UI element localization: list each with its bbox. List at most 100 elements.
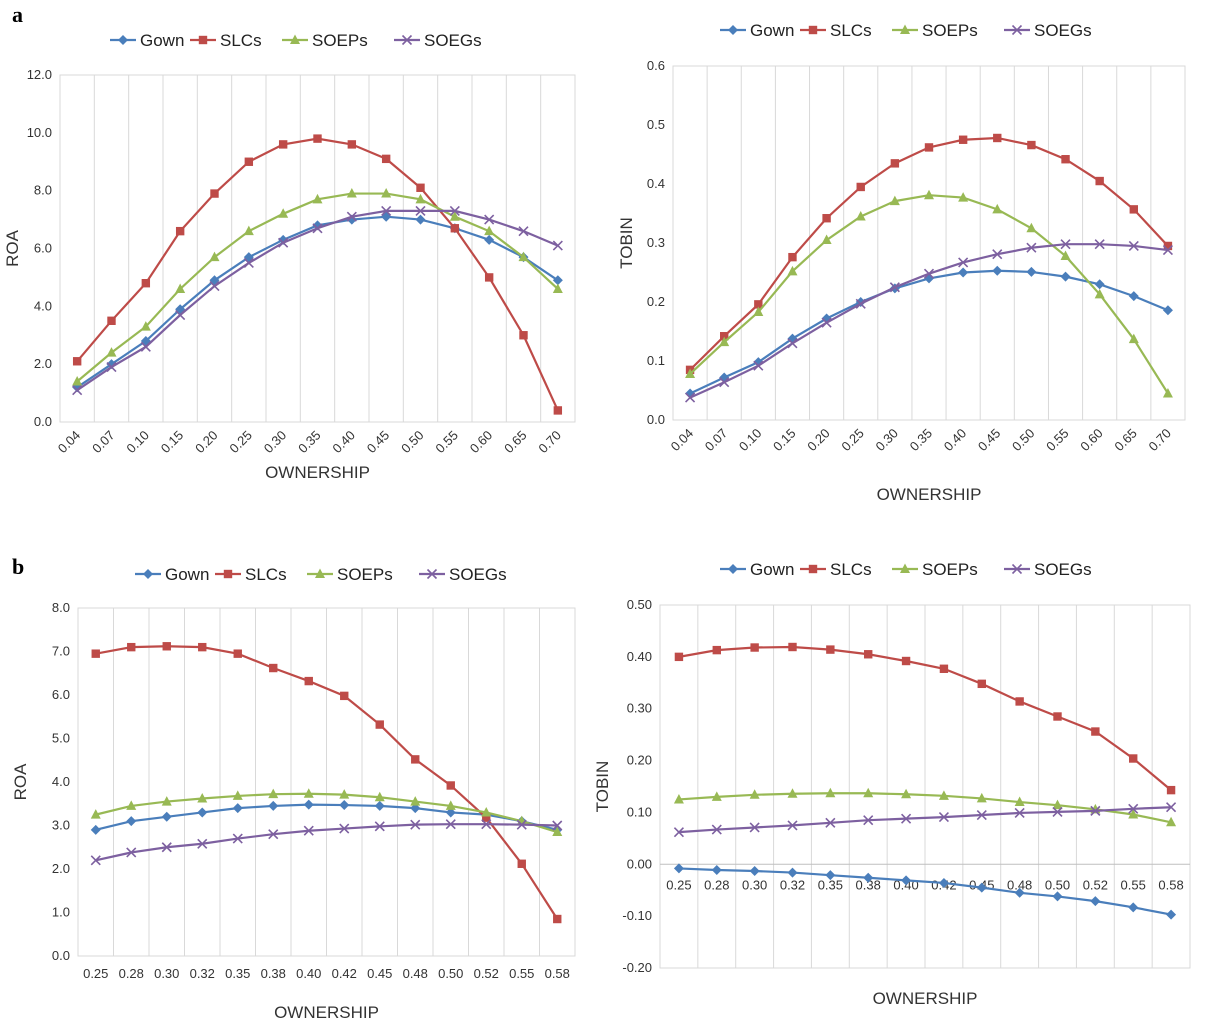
series-soeps [673, 787, 1177, 827]
data-point-soeps [484, 225, 495, 236]
x-tick-label: 0.70 [535, 428, 564, 457]
data-point-soeps [901, 788, 912, 799]
y-tick-label: 0.2 [647, 294, 665, 309]
data-point-soegs [719, 377, 730, 388]
x-tick-label: 0.07 [702, 426, 731, 455]
data-point-gown [1090, 896, 1101, 907]
data-point-soeps [303, 788, 314, 798]
data-point-gown [1128, 291, 1139, 302]
data-point-slcs [712, 645, 721, 655]
x-tick-label: 0.55 [509, 966, 534, 981]
data-point-soegs [449, 205, 460, 216]
data-point-soegs [1128, 240, 1139, 252]
data-point-soeps [209, 251, 220, 262]
y-tick-label: 8.0 [34, 183, 52, 198]
data-point-soegs [901, 813, 912, 824]
data-point-soeps [992, 203, 1003, 214]
x-tick-label: 0.35 [295, 428, 324, 457]
data-point-gown [374, 800, 385, 811]
legend-marker-gown [728, 564, 738, 574]
panel-label-b: b [12, 554, 24, 579]
data-point-slcs [91, 649, 100, 658]
series-line-slcs [678, 645, 1172, 791]
y-tick-label: 0.5 [647, 117, 665, 132]
series-gown [673, 863, 1177, 920]
data-point-slcs [340, 691, 349, 701]
data-point-soeps [787, 788, 798, 798]
legend-marker-gown [143, 569, 153, 579]
y-tick-label: 6.0 [52, 687, 70, 702]
y-tick-label: 1.0 [52, 905, 70, 920]
data-point-soeps [106, 347, 117, 357]
x-tick-label: 0.35 [818, 877, 843, 892]
data-point-soegs [312, 223, 323, 234]
series-gown [685, 265, 1173, 399]
data-point-soegs [415, 205, 426, 216]
data-point-soegs [346, 211, 357, 222]
data-point-slcs [482, 813, 491, 822]
data-point-gown [445, 807, 456, 818]
x-tick-label: 0.40 [329, 428, 358, 457]
series-line-gown [76, 215, 559, 389]
data-point-gown [339, 800, 350, 811]
y-tick-label: 0.0 [647, 412, 665, 427]
legend-label-soegs: SOEGs [1034, 560, 1092, 579]
data-point-soegs [749, 822, 760, 833]
x-tick-label: 0.55 [1121, 877, 1146, 892]
data-point-slcs [484, 273, 494, 282]
data-point-soegs [787, 820, 798, 831]
data-point-soeps [1094, 288, 1105, 299]
data-point-soegs [268, 829, 279, 840]
y-tick-label: 0.00 [627, 856, 652, 871]
data-point-soegs [685, 392, 696, 403]
data-point-slcs [347, 140, 357, 149]
legend-label-slcs: SLCs [830, 21, 872, 40]
data-point-slcs [450, 224, 460, 233]
x-tick-label: 0.30 [872, 426, 901, 455]
data-point-slcs [1091, 727, 1100, 736]
legend-marker-soeps [290, 34, 300, 44]
data-point-soegs [374, 821, 385, 832]
series-line-soeps [95, 792, 558, 834]
data-point-slcs [1053, 712, 1062, 721]
data-point-gown [1162, 305, 1173, 316]
x-tick-label: 0.50 [1045, 877, 1070, 892]
data-point-soegs [923, 268, 935, 279]
data-point-soeps [1162, 387, 1173, 398]
data-point-slcs [175, 226, 185, 236]
data-point-slcs [446, 781, 455, 790]
data-point-soeps [415, 193, 426, 204]
data-point-soegs [1094, 239, 1105, 250]
series-soegs [72, 205, 563, 396]
data-point-soeps [711, 791, 722, 801]
legend-label-soeps: SOEPs [922, 560, 978, 579]
x-tick-label: 0.65 [1111, 426, 1140, 455]
data-point-soegs [976, 809, 987, 821]
data-point-soegs [1166, 802, 1177, 813]
x-tick-label: 0.04 [55, 428, 84, 457]
data-point-slcs [72, 357, 82, 366]
legend-marker-soeps [900, 563, 910, 573]
y-tick-label: 10.0 [27, 125, 52, 140]
x-tick-label: 0.42 [332, 966, 357, 981]
y-tick-label: 0.50 [627, 597, 652, 612]
data-point-gown [992, 265, 1003, 276]
y-tick-label: 0.0 [34, 414, 52, 429]
x-tick-label: 0.20 [192, 428, 221, 457]
data-point-soegs [209, 281, 220, 292]
x-tick-label: 0.35 [225, 966, 250, 981]
tobin-chart-panel-a: 0.00.10.20.30.40.50.60.04 0.07 0.10 0.15 0.2… [617, 21, 1186, 504]
legend-label-gown: Gown [750, 21, 794, 40]
data-point-soeps [1014, 796, 1025, 807]
data-point-soegs [889, 282, 900, 293]
data-point-soegs [278, 237, 289, 248]
legend-marker-soegs [1011, 24, 1023, 36]
data-point-soegs [484, 214, 495, 225]
data-point-soeps [374, 791, 385, 802]
data-point-soeps [753, 306, 764, 317]
series-line-gown [95, 803, 558, 831]
data-point-gown [863, 872, 874, 883]
x-tick-label: 0.48 [403, 966, 428, 981]
data-point-soeps [1060, 250, 1071, 260]
